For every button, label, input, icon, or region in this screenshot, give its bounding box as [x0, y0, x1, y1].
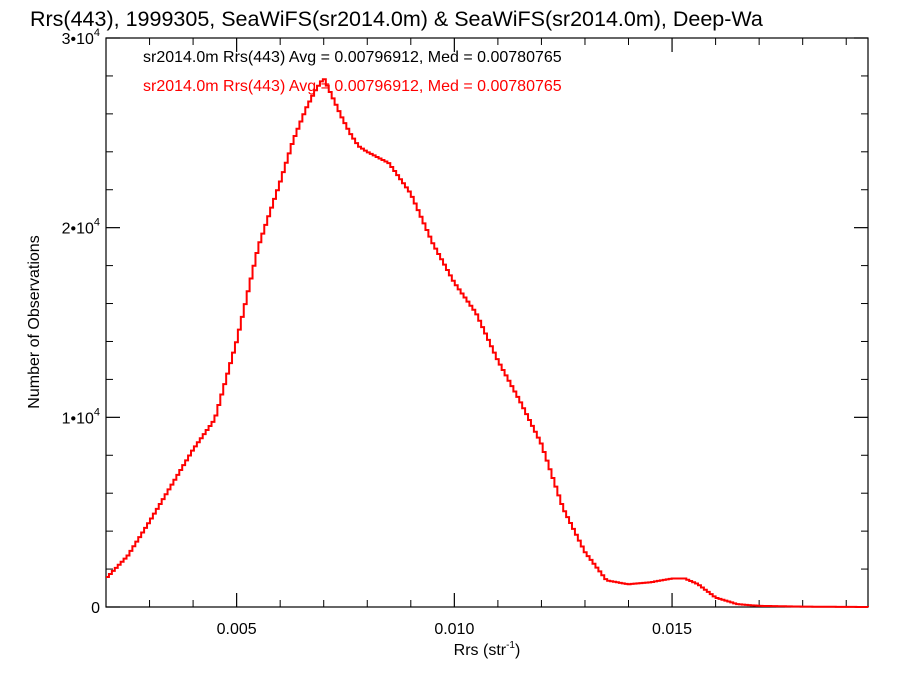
histogram-series-line — [106, 78, 869, 608]
chart-title: Rrs(443), 1999305, SeaWiFS(sr2014.0m) & … — [30, 7, 763, 31]
y-tick-label: 3•104 — [62, 27, 100, 48]
annotation-red: sr2014.0m Rrs(443) Avg = 0.00796912, Med… — [143, 78, 562, 95]
annotation-black: sr2014.0m Rrs(443) Avg = 0.00796912, Med… — [143, 49, 562, 66]
x-axis-ticks: 0.005 0.010 0.015 — [105, 38, 847, 638]
x-tick-label: 0.010 — [434, 621, 474, 638]
x-axis-label-superscript: -1 — [506, 640, 515, 651]
y-tick-label-base: 3•10 — [62, 31, 94, 48]
plot-frame — [105, 37, 869, 608]
y-axis-label: Number of Observations — [26, 235, 43, 408]
x-tick-label: 0.015 — [652, 621, 692, 638]
x-axis-label: Rrs (str-1) — [454, 640, 521, 659]
y-tick-label-exponent: 4 — [94, 27, 100, 39]
x-tick-label: 0.005 — [217, 621, 257, 638]
y-tick-label-base: 0 — [91, 600, 100, 617]
y-tick-label-exponent: 4 — [94, 217, 100, 229]
y-tick-label-exponent: 4 — [94, 406, 100, 418]
y-tick-label: 2•104 — [62, 217, 100, 238]
x-axis-label-text: Rrs (str — [454, 642, 507, 659]
y-tick-label: 1•104 — [62, 406, 100, 427]
y-tick-label: 0 — [91, 600, 100, 617]
y-tick-label-base: 1•10 — [62, 410, 94, 427]
y-tick-label-base: 2•10 — [62, 221, 94, 238]
x-axis-label-close: ) — [515, 642, 520, 659]
